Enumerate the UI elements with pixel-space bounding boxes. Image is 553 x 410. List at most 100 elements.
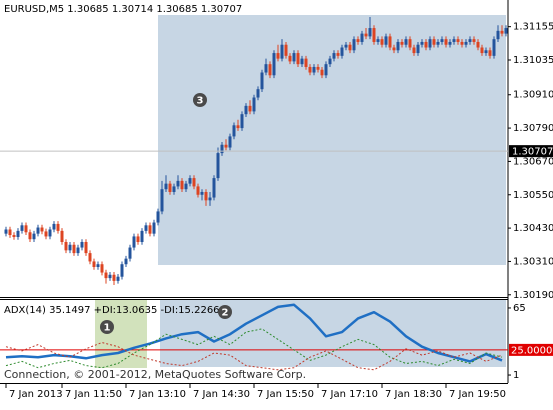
x-tick-label: 7 Jan 2013 xyxy=(9,389,63,400)
candle-body xyxy=(364,33,368,37)
candle-body xyxy=(300,58,304,65)
indicator-line xyxy=(5,303,503,363)
candle-body xyxy=(228,136,232,148)
candle-body xyxy=(160,189,164,212)
annotation-badge: 2 xyxy=(218,305,232,319)
candle-body xyxy=(24,225,28,233)
candle-body xyxy=(4,229,8,234)
candle-body xyxy=(124,258,128,265)
candle-body xyxy=(284,44,288,56)
candle-body xyxy=(192,178,196,187)
candle-body xyxy=(220,144,224,154)
bid-label-bg xyxy=(509,145,553,158)
candle-body xyxy=(332,53,336,59)
candle-body xyxy=(196,186,200,195)
candle-body xyxy=(372,28,376,42)
x-tick-label: 7 Jan 17:10 xyxy=(321,389,378,400)
candle-body xyxy=(76,247,80,254)
candle-body xyxy=(136,236,140,242)
candle-body xyxy=(464,41,468,45)
candle-body xyxy=(296,53,300,65)
candle-body xyxy=(120,264,124,277)
y-tick-label: 65 xyxy=(513,303,526,314)
candle-body xyxy=(404,39,408,45)
candle-body xyxy=(392,47,396,51)
badge-text: 2 xyxy=(222,308,229,319)
candle-body xyxy=(484,50,488,54)
candle-body xyxy=(52,223,56,230)
candle-body xyxy=(376,39,380,42)
candle-body xyxy=(208,197,212,201)
candle-body xyxy=(268,64,272,76)
badge-text: 3 xyxy=(197,96,204,107)
candle-body xyxy=(64,241,68,251)
y-tick-label: 1.30430 xyxy=(513,223,553,234)
candle-body xyxy=(140,230,144,242)
candle-body xyxy=(356,39,360,42)
candle-body xyxy=(500,30,504,34)
highlight-region xyxy=(95,300,147,368)
candle-body xyxy=(408,39,412,48)
candle-body xyxy=(388,36,392,48)
candle-body xyxy=(444,39,448,45)
candle-body xyxy=(340,47,344,56)
candle-body xyxy=(212,178,216,198)
candle-body xyxy=(56,223,60,231)
annotation-badge: 3 xyxy=(193,93,207,107)
level-label-bg xyxy=(509,343,553,356)
chart-title: EURUSD,M5 1.30685 1.30714 1.30685 1.3070… xyxy=(4,4,242,15)
candle-body xyxy=(164,183,168,190)
candle-body xyxy=(344,44,348,48)
y-tick-label: 1.30190 xyxy=(513,290,553,301)
candle-body xyxy=(336,53,340,56)
candle-body xyxy=(44,231,48,237)
candle-body xyxy=(156,211,160,223)
x-tick-label: 7 Jan 15:50 xyxy=(257,389,314,400)
badge-circle xyxy=(218,305,232,319)
candle-body xyxy=(264,64,268,73)
y-tick-label: 1.31155 xyxy=(513,22,553,33)
candle-body xyxy=(60,230,64,242)
candle-body xyxy=(420,41,424,45)
candle-body xyxy=(260,72,264,90)
candle-body xyxy=(204,191,208,201)
candle-body xyxy=(304,58,308,67)
candle-body xyxy=(324,64,328,76)
annotation-badge: 1 xyxy=(100,320,114,334)
candle-body xyxy=(88,253,92,262)
candle-body xyxy=(224,144,228,148)
candle-body xyxy=(80,241,84,248)
candle-body xyxy=(320,69,324,76)
bid-label: 1.30707 xyxy=(512,147,553,158)
y-tick-label: 1.30790 xyxy=(513,123,553,134)
badge-circle xyxy=(100,320,114,334)
candle-body xyxy=(276,53,280,59)
x-tick-label: 7 Jan 13:10 xyxy=(129,389,186,400)
candle-body xyxy=(236,125,240,129)
candle-body xyxy=(68,244,72,251)
highlight-region xyxy=(158,15,506,265)
candle-body xyxy=(272,53,276,76)
y-tick-label: 1.31035 xyxy=(513,55,553,66)
candle-body xyxy=(8,229,12,236)
candle-body xyxy=(288,55,292,62)
candle-body xyxy=(472,39,476,42)
plot-layer: 1.30707 1.31155 1.31035 1.30910 1.30790 1.306… xyxy=(0,16,553,400)
level-label: 25.0000 xyxy=(511,345,552,356)
candle-body xyxy=(144,225,148,231)
candle-body xyxy=(400,41,404,45)
candle-body xyxy=(412,47,416,54)
candle-body xyxy=(108,274,112,279)
candle-body xyxy=(84,241,88,254)
candle-body xyxy=(152,222,156,234)
candle-body xyxy=(448,41,452,45)
candle-body xyxy=(468,39,472,42)
candle-body xyxy=(312,66,316,73)
candle-body xyxy=(452,39,456,42)
candle-body xyxy=(308,66,312,73)
x-tick-label: 7 Jan 18:30 xyxy=(385,389,442,400)
candle-body xyxy=(476,41,480,48)
candle-body xyxy=(480,47,484,54)
candle-body xyxy=(40,227,44,232)
